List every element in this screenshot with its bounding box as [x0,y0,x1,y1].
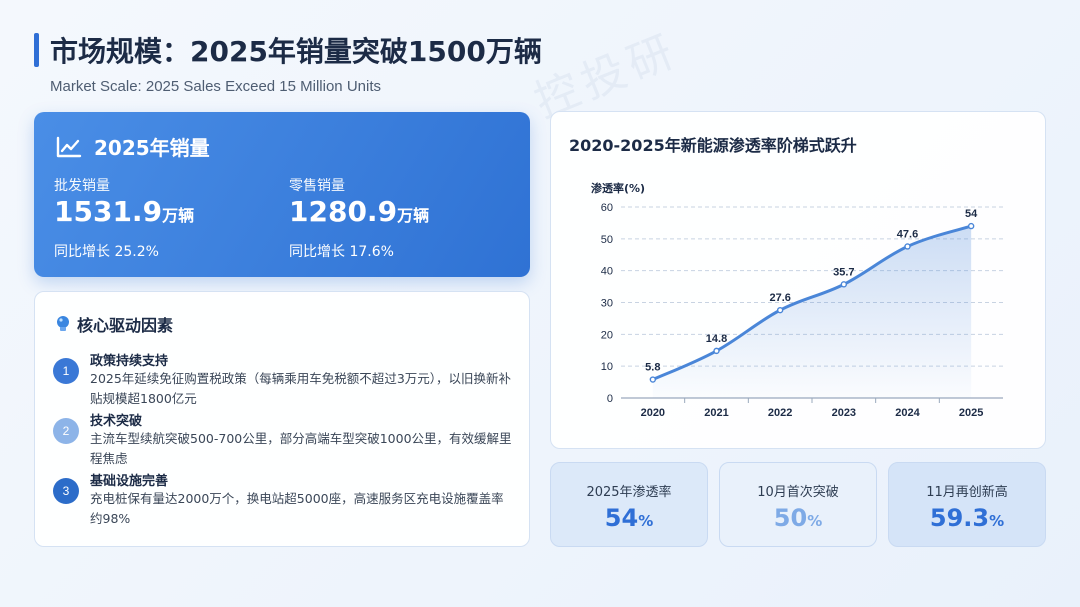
wholesale-label: 批发销量 [54,178,110,194]
data-point [840,281,848,288]
sales-card: 2025年销量 批发销量 1531.9万辆 同比增长 25.2% 零售销量 12… [34,112,530,277]
x-tick-label: 2024 [895,407,920,419]
y-tick-label: 60 [601,202,613,214]
data-point [904,243,911,250]
chart-card: 2020-2025年新能源渗透率阶梯式跃升 渗透率(%) 0 10 20 30 40 50… [550,111,1046,449]
data-label: 35.7 [833,266,854,278]
y-tick-label: 30 [601,298,613,310]
driver-title: 基础设施完善 [90,474,169,489]
series-line [651,224,973,382]
penetration-chart: 渗透率(%) 0 10 20 30 40 50 60 5.8 14.8 27.6 35.7 47.6… [591,181,1003,419]
stat-box: 11月再创新高 59.3% [888,462,1046,547]
retail-unit: 万辆 [397,206,430,225]
wholesale-unit: 万辆 [162,206,195,225]
title-accent-bar [34,33,39,67]
y-axis-label: 渗透率(%) [591,181,645,195]
y-tick-label: 0 [607,393,613,405]
driver-number-badge: 2 [53,418,79,444]
stat-unit: % [807,512,823,530]
data-point [776,306,784,314]
sales-card-header: 2025年销量 [56,132,210,161]
page-title: 市场规模：2025年销量突破1500万辆 [50,35,542,68]
stat-label: 11月再创新高 [926,485,1008,500]
y-tick-label: 10 [601,361,613,373]
data-label: 5.8 [645,362,660,374]
retail-growth: 同比增长 17.6% [289,244,394,260]
x-tick-label: 2022 [768,407,792,419]
stat-label: 10月首次突破 [757,485,839,500]
retail-metric: 零售销量 1280.9万辆 同比增长 17.6% [289,175,429,261]
stat-box: 2025年渗透率 54% [550,462,708,547]
drivers-header: 核心驱动因素 [55,312,173,336]
y-tick-label: 50 [601,234,613,246]
stat-value: 54 [604,504,639,532]
y-tick-label: 20 [601,329,613,341]
stat-label: 2025年渗透率 [586,485,672,500]
driver-desc: 充电桩保有量达2000万个，换电站超5000座，高速服务区充电设施覆盖率约98% [90,491,504,526]
data-label: 47.6 [897,228,918,240]
x-tick-label: 2020 [641,407,665,419]
stat-value: 50 [773,504,808,532]
data-point [649,376,657,383]
chart-title: 2020-2025年新能源渗透率阶梯式跃升 [569,136,857,155]
driver-number-badge: 1 [53,358,79,384]
stat-value: 59.3 [929,504,990,532]
data-label: 54 [965,208,978,220]
sales-card-title: 2025年销量 [94,136,210,160]
series-area [652,226,972,398]
retail-label: 零售销量 [289,178,345,194]
retail-value: 1280.9 [289,195,398,228]
driver-title: 技术突破 [90,414,143,429]
wholesale-growth: 同比增长 25.2% [54,244,159,260]
data-label: 27.6 [769,292,790,304]
drivers-title: 核心驱动因素 [77,316,174,335]
x-tick-label: 2021 [704,407,728,419]
page-subtitle: Market Scale: 2025 Sales Exceed 15 Milli… [50,78,381,95]
driver-desc: 2025年延续免征购置税政策（每辆乘用车免税额不超过3万元），以旧换新补贴规模超… [90,371,512,406]
data-point [967,222,975,230]
driver-number-badge: 3 [53,478,79,504]
line-chart-icon [56,136,82,157]
stat-unit: % [989,512,1005,530]
x-tick-label: 2025 [959,407,983,419]
x-tick-label: 2023 [832,407,856,419]
stat-unit: % [638,512,654,530]
wholesale-value: 1531.9 [54,195,163,228]
driver-desc: 主流车型续航突破500-700公里，部分高端车型突破1000公里，有效缓解里程焦… [90,431,512,466]
drivers-card: 核心驱动因素 1 政策持续支持 2025年延续免征购置税政策（每辆乘用车免税额不… [34,291,530,547]
driver-title: 政策持续支持 [90,354,169,369]
data-point [713,347,720,355]
y-tick-label: 40 [601,266,613,278]
lightbulb-icon [57,316,69,331]
stat-box: 10月首次突破 50% [719,462,877,547]
data-label: 14.8 [706,333,727,345]
wholesale-metric: 批发销量 1531.9万辆 同比增长 25.2% [54,175,194,261]
